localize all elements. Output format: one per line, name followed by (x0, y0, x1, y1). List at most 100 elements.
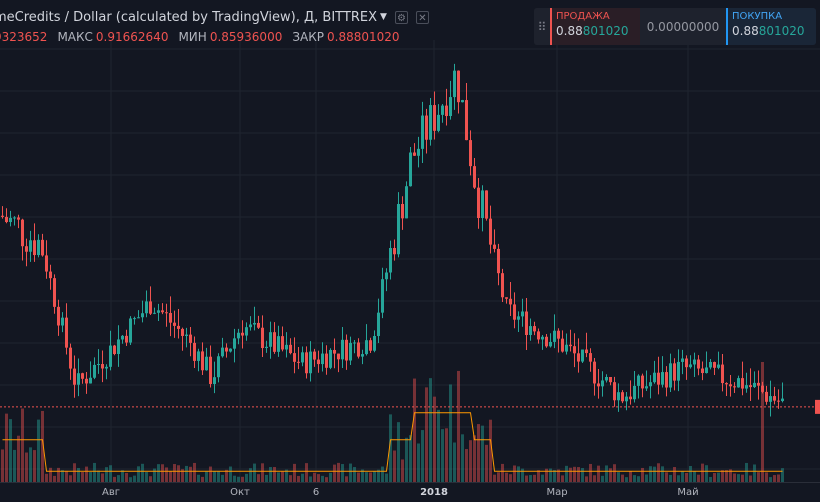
volume-bar (209, 466, 212, 482)
volume-bar (669, 474, 672, 482)
symbol-title[interactable]: meCredits / Dollar (calculated by Tradin… (0, 9, 377, 25)
volume-bar (389, 414, 392, 482)
volume-bar (353, 467, 356, 482)
candle-body (93, 364, 96, 378)
volume-bar (469, 440, 472, 482)
candle-body (385, 272, 388, 280)
volume-bar (653, 466, 656, 482)
candle-body (741, 378, 744, 389)
volume-bar (397, 422, 400, 482)
candle-body (457, 70, 460, 103)
volume-bar (25, 452, 28, 482)
candle-body (285, 344, 288, 350)
volume-bar (273, 466, 276, 482)
volume-bar (569, 467, 572, 482)
volume-bar (157, 464, 160, 482)
candle-body (529, 326, 532, 335)
candle-body (249, 324, 252, 328)
candle-body (357, 342, 360, 357)
candle-body (629, 396, 632, 400)
candle-body (41, 239, 44, 256)
candle-body (365, 340, 368, 355)
candle-body (725, 383, 728, 385)
volume-bar (393, 450, 396, 482)
volume-bar (745, 462, 748, 482)
volume-bar (413, 378, 416, 482)
candle-body (621, 392, 624, 402)
volume-bar (693, 471, 696, 482)
volume-bar (509, 474, 512, 482)
caret-down-icon[interactable]: ▼ (380, 12, 387, 22)
candle-body (17, 217, 20, 220)
candle-body (657, 372, 660, 385)
high-label: МАКС (57, 30, 93, 44)
volume-bar (1, 449, 4, 482)
volume-bar (117, 475, 120, 482)
candle-body (565, 344, 568, 352)
volume-bar (617, 472, 620, 482)
volume-bar (677, 475, 680, 482)
candle-body (553, 330, 556, 342)
volume-bar (313, 472, 316, 482)
volume-bar (597, 465, 600, 482)
candle-body (401, 204, 404, 219)
volume-bar (409, 435, 412, 482)
volume-bar (649, 466, 652, 482)
volume-bar (681, 471, 684, 482)
close-icon[interactable]: ✕ (415, 10, 429, 24)
candle-body (473, 166, 476, 188)
candle-body (745, 385, 748, 389)
volume-bar (365, 472, 368, 482)
time-label: Май (677, 487, 699, 498)
candle-body (209, 356, 212, 384)
volume-bar (685, 472, 688, 482)
volume-bar (453, 442, 456, 482)
volume-bar (429, 378, 432, 482)
candle-body (309, 351, 312, 374)
buy-button[interactable]: ПОКУПКА 0.88801020 (726, 8, 816, 45)
candle-body (265, 346, 268, 349)
candle-body (477, 187, 480, 219)
candle-body (49, 271, 52, 279)
volume-bar (373, 471, 376, 482)
volume-bar (561, 475, 564, 482)
time-axis[interactable]: Авг Окт 6 2018 Мар Май (0, 484, 820, 502)
candle-body (441, 105, 444, 115)
candle-body (325, 353, 328, 368)
volume-bar (229, 466, 232, 482)
candle-body (69, 347, 72, 369)
volume-bar (109, 465, 112, 482)
volume-bar (537, 470, 540, 482)
ohlc-values: 9323652 МАКС 0.91662640 МИН 0.85936000 З… (0, 28, 410, 46)
candle-body (153, 312, 156, 314)
candle-body (85, 378, 88, 384)
candle-body (125, 335, 128, 343)
candle-body (261, 327, 264, 349)
close-value: 0.88801020 (327, 30, 400, 44)
volume-bar (381, 466, 384, 482)
volume-bar (297, 475, 300, 482)
volume-bar (309, 476, 312, 482)
candle-body (197, 351, 200, 361)
sell-button[interactable]: ПРОДАЖА 0.88801020 (550, 8, 640, 45)
candle-body (193, 342, 196, 361)
settings-icon[interactable]: ⚙ (394, 10, 408, 24)
volume-bar (141, 463, 144, 482)
volume-bar (613, 464, 616, 482)
candle-body (353, 342, 356, 344)
candle-body (645, 386, 648, 389)
candle-body (161, 310, 164, 313)
volume-bar (61, 470, 64, 482)
candle-body (425, 115, 428, 140)
drag-handle-icon[interactable]: ⠿ (534, 8, 550, 45)
time-label: Окт (230, 487, 250, 498)
volume-bar (301, 473, 304, 482)
candle-body (701, 368, 704, 374)
volume-bar (9, 419, 12, 482)
volume-bar (81, 472, 84, 482)
volume-bar (765, 472, 768, 482)
candle-body (213, 377, 216, 384)
candle-body (369, 340, 372, 351)
volume-bar (89, 472, 92, 482)
